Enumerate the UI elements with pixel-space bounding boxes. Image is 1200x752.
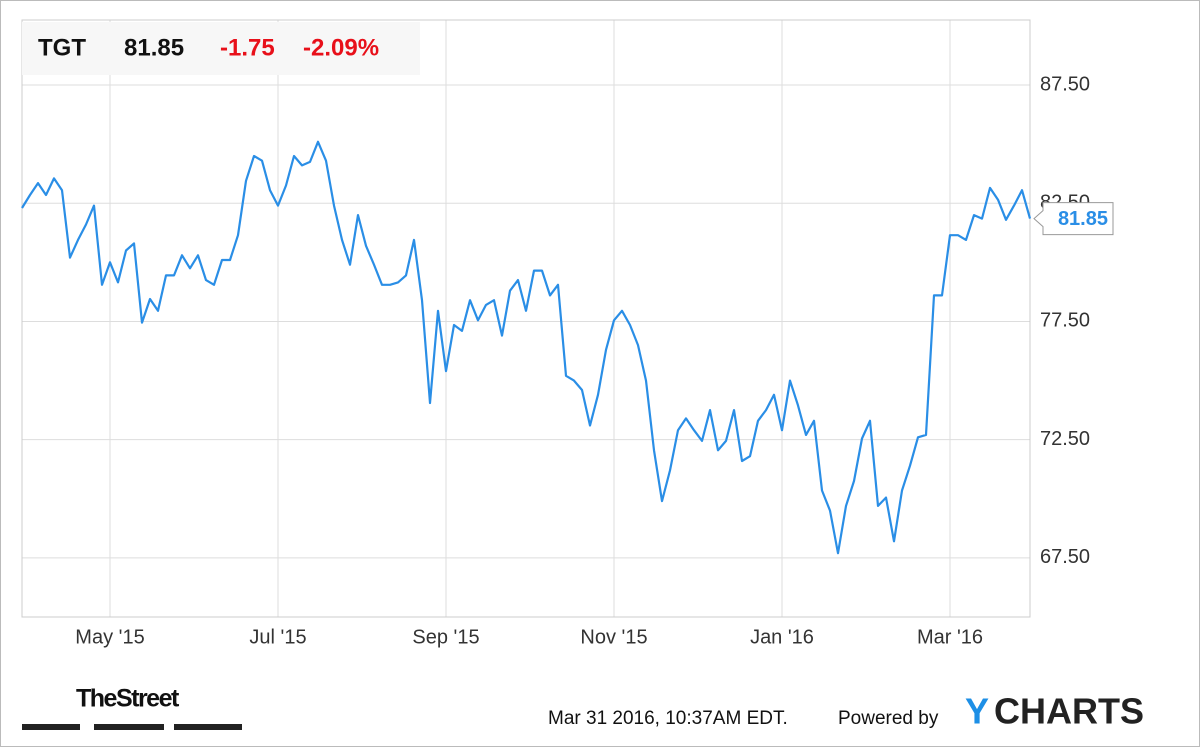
logo-rest: CHARTS — [994, 691, 1144, 732]
logo-bar — [22, 724, 80, 730]
quote-box — [22, 22, 420, 75]
powered-by: Powered by — [838, 708, 939, 729]
y-tick-label: 72.50 — [1040, 428, 1090, 450]
y-tick-label: 87.50 — [1040, 73, 1090, 95]
logo-bar — [94, 724, 164, 730]
change-pct: -2.09% — [303, 34, 379, 61]
last-price-label: 81.85 — [1058, 208, 1108, 230]
price: 81.85 — [124, 34, 184, 61]
source-logo: TheStreet — [76, 685, 180, 713]
x-tick-label: Mar '16 — [917, 626, 983, 648]
symbol: TGT — [38, 34, 86, 61]
x-tick-label: May '15 — [75, 626, 144, 648]
grid — [22, 20, 1030, 617]
x-tick-label: Jul '15 — [249, 626, 306, 648]
plot-border — [21, 19, 1031, 618]
x-tick-label: Nov '15 — [580, 626, 647, 648]
change: -1.75 — [220, 34, 275, 61]
y-tick-label: 77.50 — [1040, 310, 1090, 332]
logo-y: Y — [965, 691, 989, 732]
last-price-tag — [1033, 202, 1114, 236]
y-tick-label: 67.50 — [1040, 546, 1090, 568]
price-line — [21, 140, 1032, 555]
series — [21, 140, 1032, 555]
x-tick-label: Jan '16 — [750, 626, 814, 648]
logo-bar — [174, 724, 242, 730]
timestamp: Mar 31 2016, 10:37AM EDT. — [548, 708, 788, 729]
x-tick-label: Sep '15 — [412, 626, 479, 648]
